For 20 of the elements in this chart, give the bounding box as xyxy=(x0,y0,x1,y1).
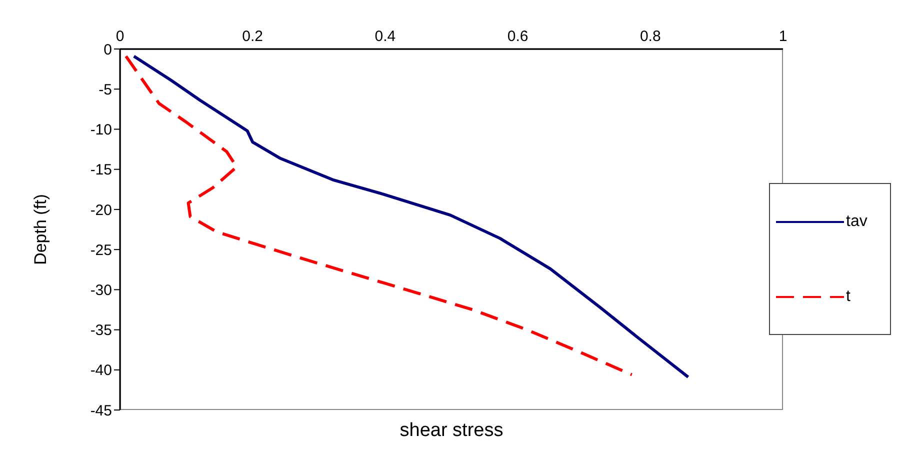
x-tick-label: 0.6 xyxy=(507,28,528,45)
y-tick-label: -25 xyxy=(90,242,112,259)
y-tick-label: -10 xyxy=(90,122,112,139)
y-tick-label: -20 xyxy=(90,202,112,219)
x-tick-label: 0.8 xyxy=(640,28,661,45)
x-tick-label: 0 xyxy=(116,28,124,45)
y-tick-label: -5 xyxy=(98,81,112,98)
x-tick-label: 0.4 xyxy=(374,28,396,45)
y-tick-label: -35 xyxy=(90,322,112,340)
y-tick-label: 0 xyxy=(104,41,112,58)
x-axis-title: shear stress xyxy=(398,420,504,442)
y-tick-label: -30 xyxy=(90,282,112,299)
x-tick-label: 1 xyxy=(778,28,788,45)
y-tick-label: -40 xyxy=(90,362,112,380)
y-tick-label: -15 xyxy=(90,162,112,179)
y-tick-label: -45 xyxy=(90,402,112,420)
legend-label: t xyxy=(846,288,850,306)
y-axis-title: Depth (ft) xyxy=(31,194,50,265)
x-tick-label: 0.2 xyxy=(242,28,264,45)
legend-label: tav xyxy=(846,212,868,230)
